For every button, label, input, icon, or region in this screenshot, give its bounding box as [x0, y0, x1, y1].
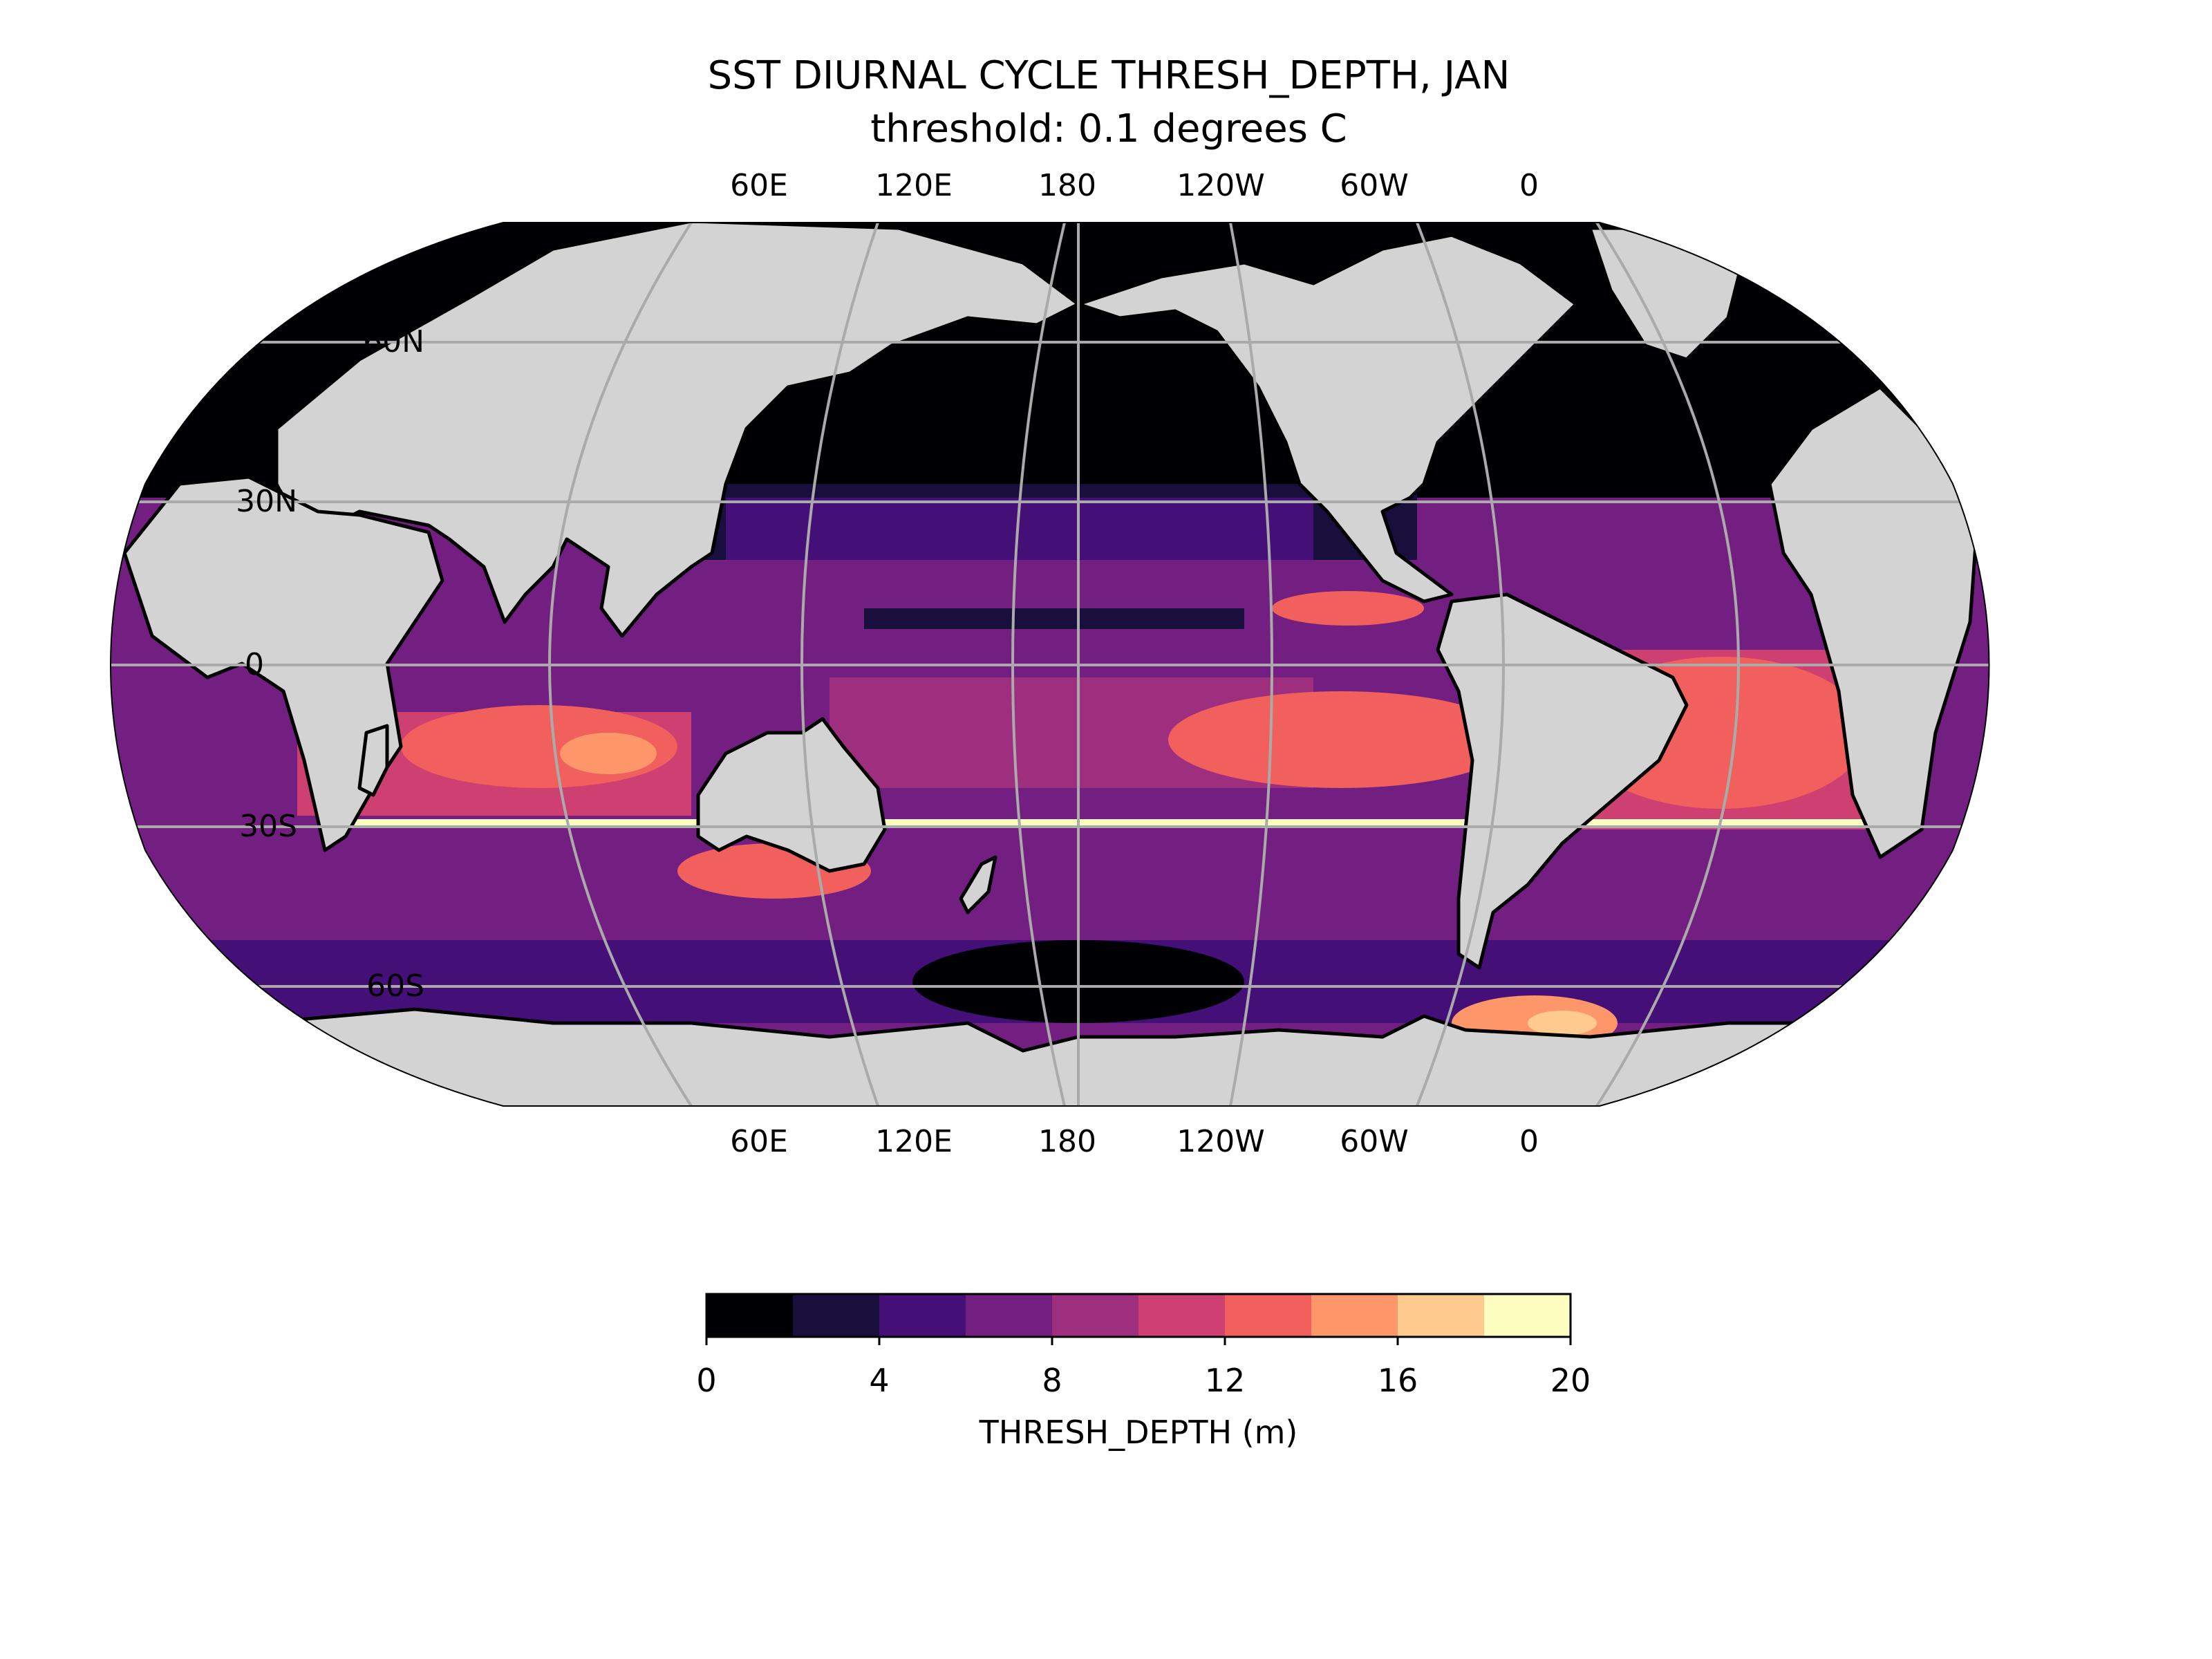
lon-labels-top: 60E 120E 180 120W 60W 0 — [730, 168, 1539, 203]
lon-label-top-0: 0 — [1519, 168, 1539, 203]
land-new-zealand — [959, 855, 997, 915]
colorbar-tick-label-0: 0 — [696, 1362, 716, 1399]
map-area — [111, 223, 1989, 1106]
colorbar-tick-label-12: 12 — [1205, 1362, 1246, 1399]
map-title: SST DIURNAL CYCLE THRESH_DEPTH, JAN — [708, 53, 1510, 98]
colorbar-ticks — [705, 1337, 1572, 1345]
colorbar-swatch-9 — [1484, 1294, 1571, 1337]
colorbar-swatch-4 — [1052, 1294, 1139, 1337]
lat-label-60s: 60S — [366, 968, 424, 1004]
land-south-america — [1436, 592, 1689, 970]
colorbar-swatches — [706, 1294, 1571, 1337]
patch-south-indian-orange — [560, 733, 657, 774]
graticule — [111, 223, 1989, 1106]
gridline-lon-60w — [1416, 223, 1505, 1106]
lon-label-top-120e: 120E — [875, 168, 953, 203]
gridline-lon-120w — [1229, 223, 1273, 1106]
colorbar-swatch-7 — [1311, 1294, 1398, 1337]
colorbar-tick-label-16: 16 — [1378, 1362, 1418, 1399]
land-eurasia — [274, 223, 1080, 638]
lon-label-top-60w: 60W — [1340, 168, 1409, 203]
colorbar-swatch-6 — [1225, 1294, 1312, 1337]
lat-labels: 60N 30N 0 30S 60S — [236, 324, 424, 1004]
lat-label-60n: 60N — [363, 324, 424, 359]
lon-label-bottom-120e: 120E — [875, 1124, 953, 1159]
lon-label-bottom-60e: 60E — [730, 1124, 788, 1159]
ocean-band-equator-dark — [864, 608, 1244, 629]
land-madagascar — [357, 724, 389, 797]
lon-label-top-60e: 60E — [730, 168, 788, 203]
patch-30s-bright-band — [318, 819, 1908, 826]
lon-label-top-180: 180 — [1038, 168, 1096, 203]
lat-label-30n: 30N — [236, 484, 297, 519]
lon-label-bottom-60w: 60W — [1340, 1124, 1409, 1159]
lat-label-0: 0 — [245, 647, 264, 682]
patch-east-pacific-salmon — [1272, 591, 1424, 626]
lon-label-bottom-0: 0 — [1519, 1124, 1539, 1159]
patch-south-pacific-salmon — [1168, 691, 1514, 788]
patch-weddell-light — [1528, 1011, 1597, 1035]
gridline-lon-120e — [1011, 223, 1066, 1106]
gridline-lon-60e — [800, 223, 879, 1106]
gridline-lon-0w — [548, 223, 693, 1106]
lon-label-bottom-180: 180 — [1038, 1124, 1096, 1159]
colorbar-frame — [705, 1293, 1572, 1338]
colorbar-tick-labels: 0 4 8 12 16 20 — [696, 1362, 1591, 1399]
land-antarctica — [111, 1007, 1989, 1106]
map-subtitle: threshold: 0.1 degrees C — [870, 106, 1347, 151]
colorbar-swatch-8 — [1398, 1294, 1485, 1337]
gridline-lon-0e — [1595, 223, 1740, 1106]
colorbar-swatch-5 — [1138, 1294, 1226, 1337]
map-outline — [110, 222, 1990, 1107]
lat-label-30s: 30S — [239, 809, 297, 844]
colorbar: 0 4 8 12 16 20 THRESH_DEPTH (m) — [696, 1293, 1591, 1451]
land-europe-east — [1768, 385, 1979, 859]
land-australia — [696, 717, 887, 873]
colorbar-swatch-0 — [706, 1294, 794, 1337]
colorbar-swatch-3 — [966, 1294, 1053, 1337]
colorbar-label: THRESH_DEPTH (m) — [979, 1414, 1298, 1451]
lon-label-bottom-120w: 120W — [1177, 1124, 1265, 1159]
colorbar-tick-label-4: 4 — [869, 1362, 889, 1399]
colorbar-swatch-2 — [879, 1294, 966, 1337]
colorbar-swatch-1 — [793, 1294, 880, 1337]
colorbar-tick-label-8: 8 — [1042, 1362, 1062, 1399]
lon-labels-bottom: 60E 120E 180 120W 60W 0 — [730, 1124, 1539, 1159]
colorbar-tick-label-20: 20 — [1550, 1362, 1591, 1399]
lon-label-top-120w: 120W — [1177, 168, 1265, 203]
land-masses — [111, 223, 1989, 1106]
